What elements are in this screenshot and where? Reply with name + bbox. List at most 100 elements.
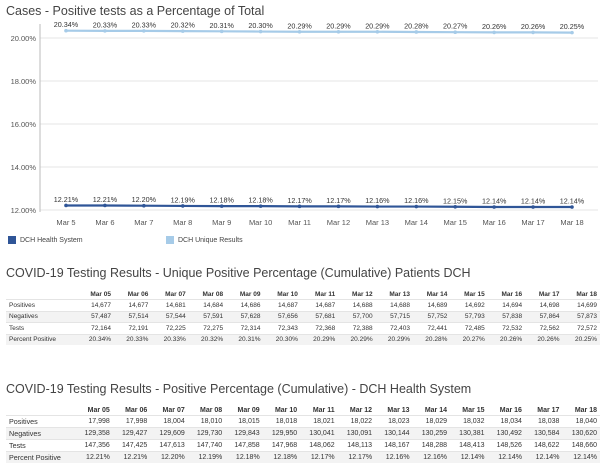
data-label-0: 12.20% — [132, 195, 157, 204]
column-header: Mar 07 — [162, 406, 185, 414]
column-header: Mar 11 — [312, 406, 335, 414]
table-cell: 18,018 — [262, 415, 301, 428]
data-point-1 — [336, 29, 341, 34]
table-cell: 147,968 — [262, 439, 301, 452]
data-label-1: 20.27% — [443, 22, 468, 31]
data-label-1: 20.33% — [93, 20, 118, 29]
table-cell: 12.14% — [450, 451, 488, 463]
table-cell: 129,950 — [262, 427, 301, 440]
table-cell: 130,584 — [524, 427, 563, 440]
x-tick-label: Mar 16 — [482, 218, 505, 227]
table-cell: 148,413 — [450, 439, 488, 452]
table-cell: 12.18% — [262, 451, 301, 463]
table-cell: 20.33% — [151, 333, 189, 345]
legend-item-health-system[interactable]: DCH Health System — [8, 236, 83, 244]
table-cell: 148,622 — [524, 439, 563, 452]
x-tick-label: Mar 5 — [56, 218, 75, 227]
table-cell: 14,692 — [450, 299, 488, 311]
column-header: Mar 18 — [576, 290, 597, 298]
table-cell: 57,715 — [375, 310, 413, 323]
table-cell: 12.18% — [225, 451, 263, 463]
data-point-0 — [492, 205, 496, 209]
table-cell: 17,998 — [75, 415, 113, 428]
table1-header-row: Mar 05 Mar 06 Mar 07 Mar 08 Mar 09 Mar 10 Mar … — [6, 289, 600, 300]
data-label-1: 20.34% — [54, 20, 79, 29]
series-line-1 — [65, 29, 573, 34]
data-label-0: 12.14% — [482, 196, 507, 205]
data-label-1: 20.31% — [209, 21, 234, 30]
legend-swatch-unique-results — [166, 236, 174, 244]
column-header: Mar 06 — [125, 406, 148, 414]
data-point-0 — [531, 205, 535, 209]
data-point-1 — [531, 30, 535, 35]
table-cell: 12.14% — [487, 451, 525, 463]
legend-swatch-health-system — [8, 236, 16, 244]
x-tick-label: Mar 11 — [288, 218, 311, 227]
x-tick-label: Mar 14 — [405, 218, 428, 227]
y-tick-label: 18.00% — [11, 77, 37, 86]
x-tick-label: Mar 13 — [366, 218, 389, 227]
row-label: Negatives — [6, 427, 76, 440]
data-label-1: 20.28% — [404, 21, 429, 30]
table-row: Negatives 129,358 129,427 129,609 129,730 129… — [6, 427, 600, 440]
column-header: Mar 07 — [165, 290, 186, 298]
table-cell: 148,062 — [300, 439, 338, 452]
table-row: Percent Positive 12.21% 12.21% 12.20% 12.19%… — [6, 451, 600, 463]
data-label-0: 12.16% — [404, 196, 429, 205]
column-header: Mar 14 — [424, 406, 448, 414]
table-cell: 18,015 — [225, 415, 263, 428]
table-cell: 20.25% — [562, 333, 600, 345]
table-cell: 72,388 — [338, 322, 376, 334]
x-tick-label: Mar 12 — [327, 218, 350, 227]
table-cell: 130,381 — [450, 427, 488, 440]
column-header: Mar 08 — [200, 406, 223, 414]
row-label: Positives — [6, 415, 76, 428]
x-tick-label: Mar 8 — [173, 218, 192, 227]
data-point-0 — [336, 204, 341, 209]
y-tick-label: 14.00% — [11, 163, 37, 172]
table-cell: 12.19% — [187, 451, 226, 463]
data-point-0 — [375, 204, 380, 209]
data-point-0 — [570, 205, 574, 209]
data-point-1 — [414, 30, 419, 34]
line-chart: 12.00% 14.00% 16.00% 18.00% 20.00% Mar 5 Mar 6… — [11, 20, 598, 227]
y-tick-label: 20.00% — [11, 34, 37, 43]
x-tick-label: Mar 17 — [521, 218, 544, 227]
table-cell: 14,677 — [113, 299, 152, 311]
table-cell: 14,689 — [412, 299, 451, 311]
data-label-0: 12.21% — [93, 195, 118, 204]
table-cell: 72,368 — [300, 322, 339, 334]
table-cell: 18,004 — [150, 415, 188, 428]
table-cell: 20.30% — [263, 333, 301, 345]
table-cell: 72,441 — [412, 322, 451, 334]
table-cell: 57,656 — [263, 310, 301, 323]
table-cell: 57,487 — [76, 310, 114, 323]
table-cell: 57,838 — [487, 310, 526, 323]
table-cell: 72,532 — [487, 322, 526, 334]
data-label-0: 12.21% — [54, 195, 79, 204]
data-point-1 — [297, 29, 302, 34]
table-cell: 57,873 — [562, 310, 600, 323]
x-tick-label: Mar 15 — [444, 218, 467, 227]
data-label-0: 12.18% — [209, 196, 234, 205]
table-cell: 17,998 — [112, 415, 151, 428]
data-point-1 — [492, 30, 496, 35]
table-cell: 72,164 — [76, 322, 114, 334]
table-cell: 12.20% — [150, 451, 188, 463]
table-cell: 72,403 — [375, 322, 413, 334]
table-cell: 148,113 — [337, 439, 376, 452]
column-header: Mar 14 — [426, 290, 448, 298]
series-line-0 — [66, 204, 572, 209]
legend-item-unique-results[interactable]: DCH Unique Results — [166, 236, 243, 244]
table-cell: 130,259 — [412, 427, 451, 440]
table-cell: 72,191 — [113, 322, 152, 334]
data-point-1 — [64, 28, 68, 33]
table-cell: 14,686 — [226, 299, 264, 311]
column-header: Mar 09 — [237, 406, 260, 414]
row-label: Percent Positive — [6, 333, 77, 345]
data-label-0: 12.17% — [287, 196, 312, 205]
table-cell: 12.16% — [375, 451, 413, 463]
table-cell: 14,687 — [263, 299, 301, 311]
table-cell: 129,427 — [112, 427, 151, 440]
table-cell: 57,628 — [226, 310, 264, 323]
